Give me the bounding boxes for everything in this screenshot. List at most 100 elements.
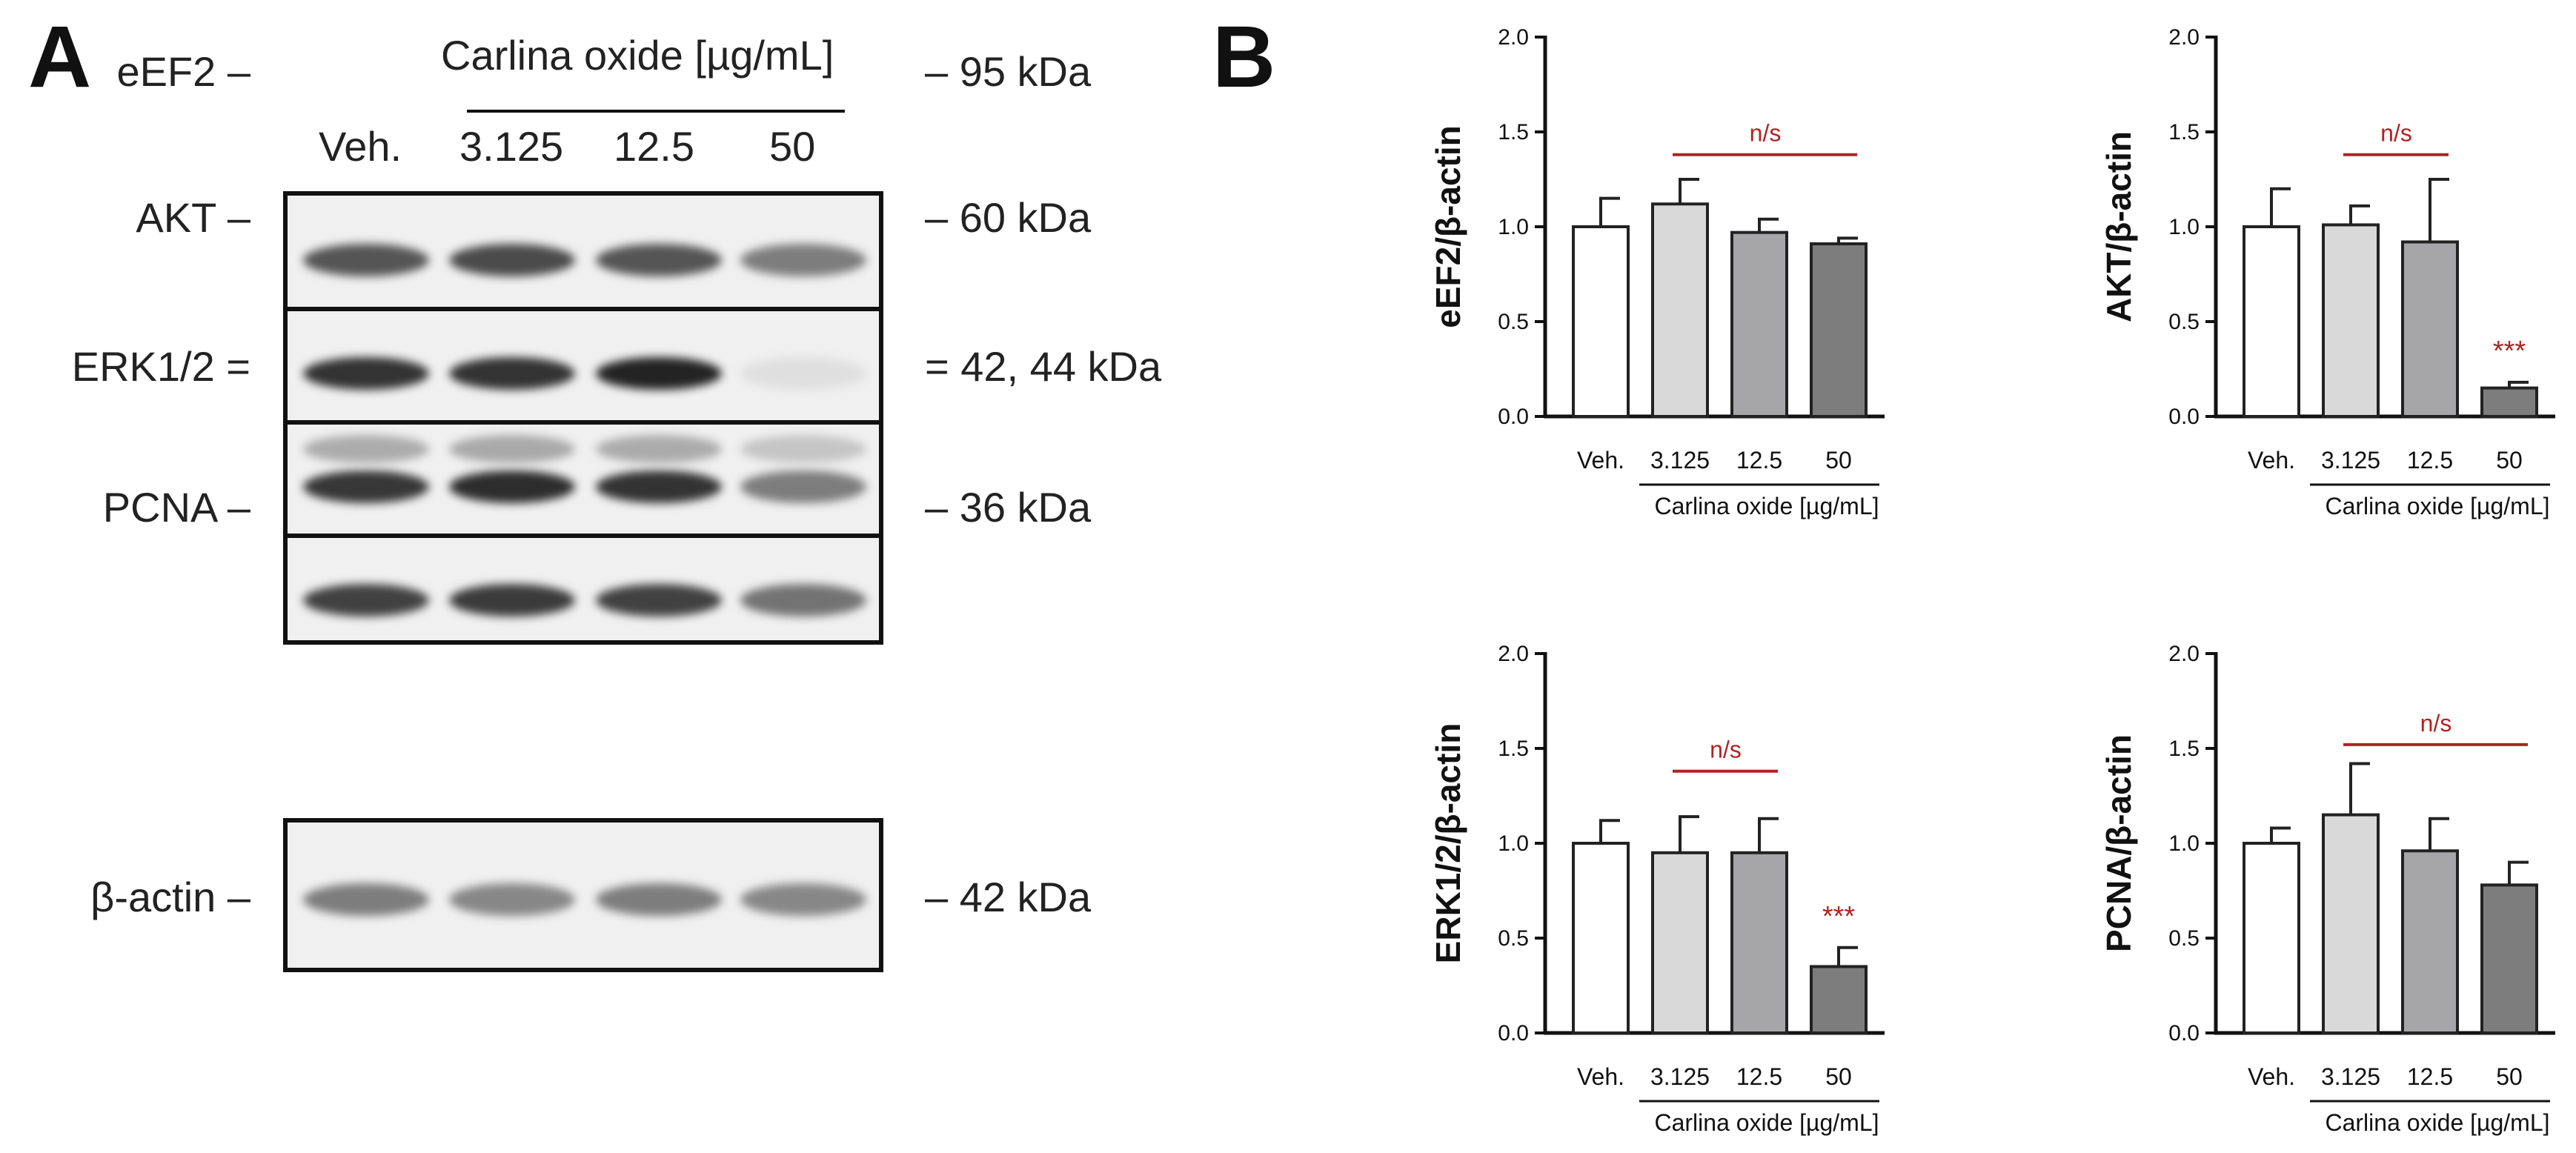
lane-label: 50 <box>769 123 816 170</box>
significance-stars: *** <box>1822 901 1856 932</box>
x-tick-label: 3.125 <box>2321 1063 2380 1090</box>
row-separator <box>288 420 879 425</box>
x-tick-label: 12.5 <box>2407 1063 2453 1090</box>
y-tick-label: 0.0 <box>2168 1021 2200 1046</box>
protein-band <box>596 356 722 390</box>
bar <box>2243 842 2300 1034</box>
x-tick-label: 12.5 <box>2407 447 2453 474</box>
bar <box>1572 842 1630 1034</box>
protein-band <box>740 883 866 916</box>
protein-band <box>740 243 866 276</box>
blot-actin-membrane <box>283 818 883 972</box>
x-tick-label: 12.5 <box>1736 447 1782 474</box>
lane-label: 12.5 <box>614 123 694 170</box>
bar <box>1810 965 1868 1035</box>
x-tick-label: 3.125 <box>1650 447 1710 474</box>
x-tick-label: 50 <box>1825 1063 1852 1090</box>
bar <box>1730 230 1788 418</box>
bar <box>2401 849 2459 1034</box>
panel-label-a: A <box>28 8 92 106</box>
x-tick-label: 50 <box>1825 447 1852 474</box>
y-tick-label: 1.5 <box>2168 737 2200 761</box>
protein-band <box>596 583 722 617</box>
blot-main-membrane <box>283 191 883 645</box>
protein-band <box>449 356 575 390</box>
y-tick-label: 1.0 <box>2168 215 2200 239</box>
y-tick-label: 0.5 <box>2168 926 2200 951</box>
significance-label: n/s <box>2420 710 2452 737</box>
y-tick-label: 2.0 <box>1498 25 1529 50</box>
y-tick-label: 0.0 <box>1498 405 1529 429</box>
blot-header-line <box>467 110 845 113</box>
protein-band <box>740 583 866 617</box>
protein-band <box>449 434 575 463</box>
bar <box>2243 225 2300 418</box>
significance-label: n/s <box>1750 120 1782 147</box>
mw-label: = 42, 44 kDa <box>925 343 1162 390</box>
bar <box>2322 223 2380 418</box>
lane-label: Veh. <box>319 123 402 170</box>
bar <box>1810 242 1868 419</box>
mw-label: – 42 kDa <box>925 874 1092 920</box>
x-tick-label: 50 <box>2496 1063 2523 1090</box>
x-tick-label: Veh. <box>1577 1063 1624 1090</box>
y-tick-label: 2.0 <box>2168 642 2200 666</box>
mw-label: – 95 kDa <box>925 48 1092 95</box>
protein-band <box>449 243 575 276</box>
x-tick-label: Veh. <box>2248 1063 2295 1090</box>
y-axis-title: AKT/β-actin <box>2099 131 2138 322</box>
y-tick-label: 1.5 <box>1498 737 1529 761</box>
significance-label: n/s <box>2380 120 2412 147</box>
x-tick-label: 3.125 <box>1650 1063 1710 1090</box>
protein-label: PCNA – <box>102 484 250 531</box>
y-tick-label: 0.5 <box>1498 310 1529 334</box>
blot-header: Carlina oxide [µg/mL] <box>441 32 834 79</box>
protein-label: eEF2 – <box>116 48 250 95</box>
x-tick-label: Veh. <box>1577 447 1624 474</box>
bar <box>1572 225 1630 418</box>
bar-charts-panel: 0.0 0.5 1.0 1.5 2.0 eEF2/β-actin Veh. 3.125 12.5… <box>1429 25 2555 1136</box>
protein-band <box>303 583 429 617</box>
protein-band <box>303 434 429 463</box>
protein-band <box>303 470 429 503</box>
bar <box>1651 202 1709 418</box>
protein-band <box>303 883 429 916</box>
group-label: Carlina oxide [µg/mL] <box>2325 493 2549 519</box>
group-label: Carlina oxide [µg/mL] <box>2325 1109 2549 1136</box>
protein-band <box>449 470 575 503</box>
y-tick-label: 1.0 <box>1498 831 1529 856</box>
bar <box>2401 240 2459 419</box>
bar <box>1730 851 1788 1035</box>
group-label: Carlina oxide [µg/mL] <box>1654 1109 1879 1136</box>
y-axis-title: ERK1/2/β-actin <box>1429 723 1467 964</box>
y-tick-label: 1.0 <box>1498 215 1529 239</box>
protein-band <box>596 470 722 503</box>
x-tick-label: Veh. <box>2248 447 2295 474</box>
y-tick-label: 2.0 <box>1498 642 1529 666</box>
y-tick-label: 1.5 <box>1498 120 1529 144</box>
protein-band <box>740 356 866 390</box>
y-tick-label: 0.5 <box>1498 926 1529 951</box>
panel-label-b: B <box>1212 8 1276 106</box>
protein-band <box>596 243 722 276</box>
y-axis-title: PCNA/β-actin <box>2099 734 2138 952</box>
protein-band <box>596 883 722 916</box>
protein-band <box>449 883 575 916</box>
protein-band <box>303 243 429 276</box>
bar <box>2322 813 2380 1034</box>
y-tick-label: 0.0 <box>2168 405 2200 429</box>
group-label: Carlina oxide [µg/mL] <box>1654 493 1879 519</box>
bar <box>1651 851 1709 1035</box>
y-tick-label: 1.0 <box>2168 831 2200 856</box>
x-tick-label: 12.5 <box>1736 1063 1782 1090</box>
row-separator <box>288 307 879 311</box>
western-blot-panel: Carlina oxide [µg/mL] Veh. 3.125 12.5 50 eEF2… <box>0 0 1215 1153</box>
y-tick-label: 0.0 <box>1498 1021 1529 1046</box>
protein-label: ERK1/2 = <box>71 343 250 390</box>
y-tick-label: 2.0 <box>2168 25 2200 50</box>
protein-label: β-actin – <box>90 874 250 920</box>
y-tick-label: 0.5 <box>2168 310 2200 334</box>
protein-band <box>449 583 575 617</box>
row-separator <box>288 534 879 538</box>
protein-band <box>740 470 866 503</box>
